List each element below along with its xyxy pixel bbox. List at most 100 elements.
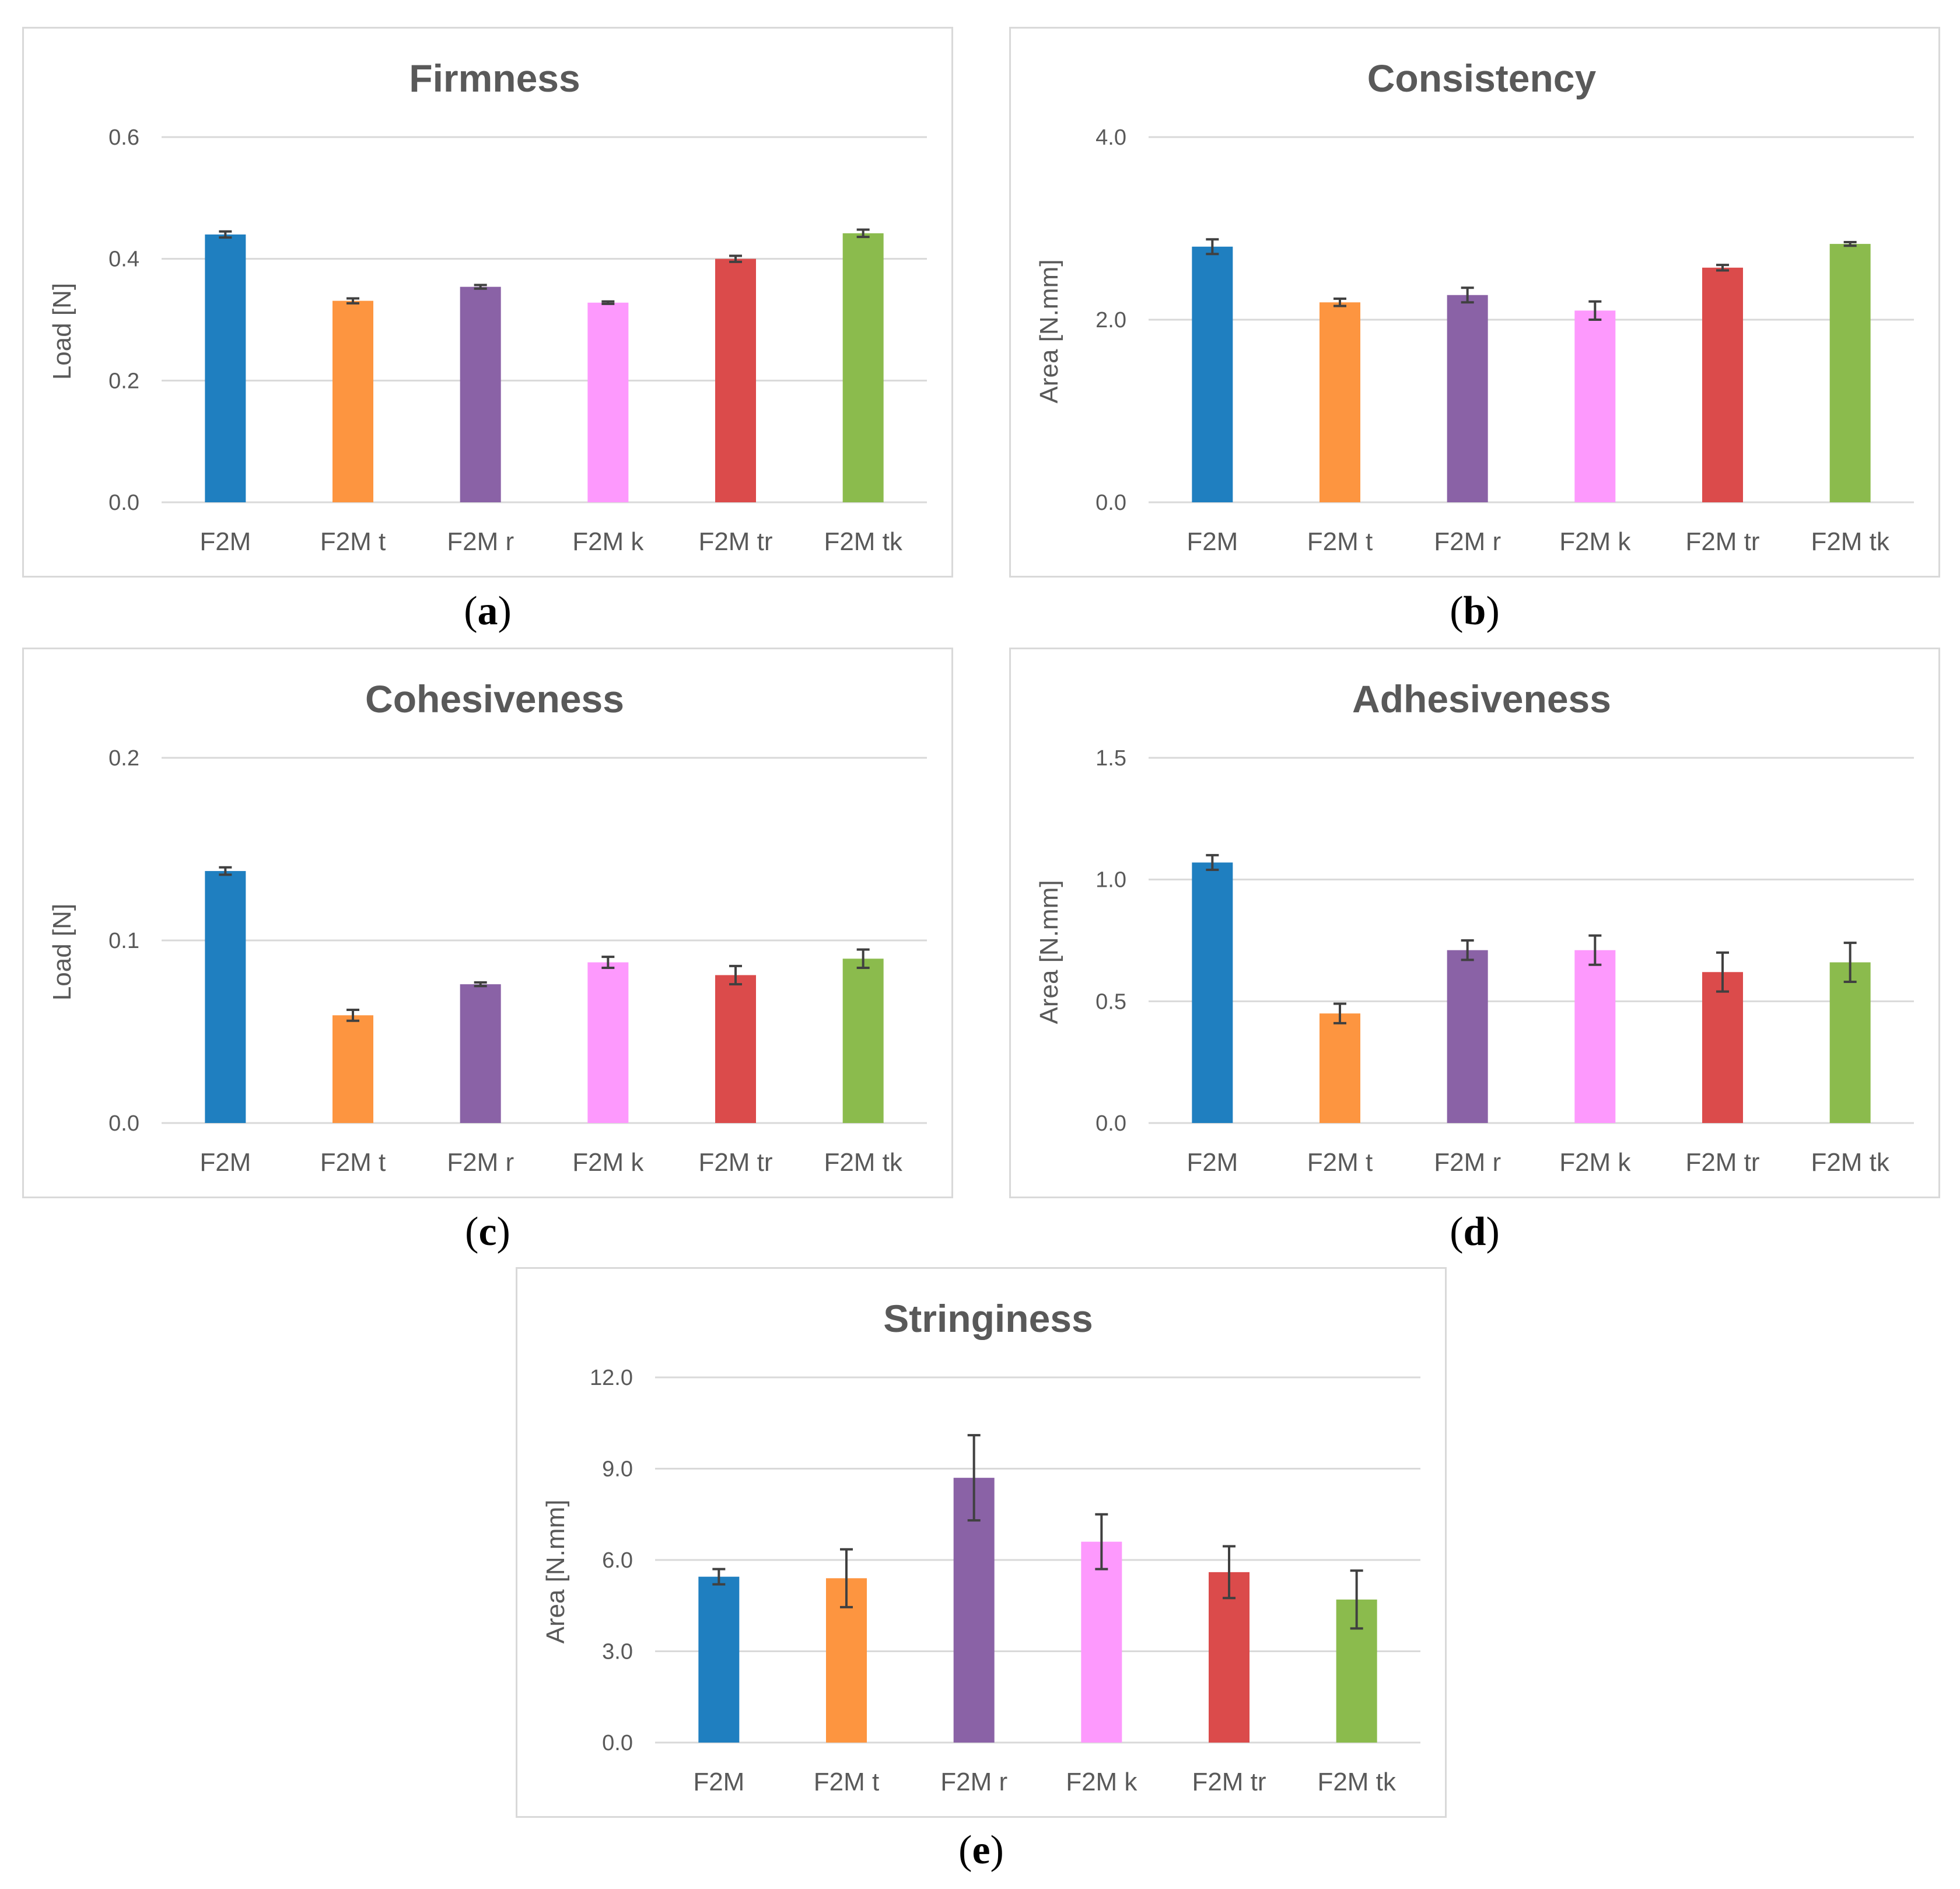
x-category-label: F2M tr (1685, 1148, 1759, 1177)
y-tick-label: 0.1 (108, 929, 139, 953)
error-bar (346, 297, 359, 305)
error-bar (1716, 264, 1729, 272)
x-category-label: F2M tk (824, 1148, 902, 1177)
x-category-label: F2M k (1066, 1768, 1138, 1796)
bar-f2m-t (332, 300, 373, 502)
error-bar (1843, 240, 1857, 247)
x-category-label: F2M tk (1811, 527, 1889, 556)
error-bar (1716, 951, 1729, 993)
bar-f2m-tk (842, 959, 884, 1123)
x-category-label: F2M t (1307, 527, 1373, 556)
chart-svg: Adhesiveness Area [N.mm] 0.0 0.5 1.0 1.5 F2M F2… (1035, 677, 1914, 1177)
bar-f2m-k (1574, 950, 1616, 1123)
chart-panel-adhesiveness: Adhesiveness Area [N.mm] 0.0 0.5 1.0 1.5 F2M F2… (1009, 648, 1940, 1198)
bar-f2m-tr (715, 258, 756, 502)
bar-f2m-tr (1702, 972, 1743, 1123)
x-category-label: F2M tr (698, 1148, 772, 1177)
y-tick-label: 0.5 (1096, 989, 1126, 1014)
y-axis-label: Load [N] (48, 283, 76, 380)
error-bar (1588, 300, 1602, 321)
bar-f2m-k (587, 962, 629, 1123)
x-category-label: F2M t (320, 527, 386, 556)
x-category-label: F2M t (1307, 1148, 1373, 1177)
bar-f2m-tr (715, 975, 756, 1123)
y-tick-label: 9.0 (602, 1457, 633, 1482)
x-category-label: F2M t (320, 1148, 386, 1177)
bar-f2m-r (460, 984, 501, 1123)
y-tick-label: 1.0 (1096, 868, 1126, 893)
error-bar (346, 1008, 359, 1022)
chart-title: Firmness (409, 57, 580, 100)
error-bar (840, 1548, 853, 1608)
y-tick-label: 0.0 (108, 491, 139, 515)
error-bar (219, 866, 232, 876)
bar-f2m-r (460, 286, 501, 502)
error-bar (474, 284, 487, 290)
chart-svg: Cohesiveness Load [N] 0.0 0.1 0.2 F2M F2M t F2M… (48, 677, 927, 1177)
bar-f2m-k (1574, 310, 1616, 502)
chart-panel-firmness: Firmness Load [N] 0.0 0.2 0.4 0.6 F2M F2M t F2M … (22, 27, 953, 578)
bar-f2m (1192, 862, 1233, 1123)
y-tick-label: 2.0 (1096, 308, 1126, 333)
error-bar (601, 300, 615, 305)
chart-title: Cohesiveness (365, 677, 624, 720)
caption-b: (b) (1450, 589, 1500, 634)
x-category-label: F2M tk (1317, 1768, 1396, 1796)
chart-panel-stringiness: Stringiness Area [N.mm] 0.0 3.0 6.0 9.0 12.0 F2… (516, 1267, 1447, 1818)
bar-f2m-t (1320, 302, 1360, 502)
error-bar (729, 254, 742, 263)
error-bar (712, 1568, 726, 1586)
caption-e: (e) (958, 1828, 1004, 1873)
y-axis-label: Load [N] (48, 904, 76, 1001)
chart-svg: Stringiness Area [N.mm] 0.0 3.0 6.0 9.0 12.0 F2… (541, 1297, 1420, 1796)
x-category-label: F2M r (1434, 527, 1501, 556)
bar-f2m (205, 871, 246, 1123)
error-bar (1350, 1569, 1363, 1630)
caption-a: (a) (464, 589, 512, 634)
bar-f2m-t (332, 1015, 373, 1123)
y-tick-label: 0.0 (1096, 491, 1126, 515)
x-category-label: F2M k (572, 527, 644, 556)
error-bar (1843, 942, 1857, 983)
chart-title: Stringiness (883, 1297, 1093, 1340)
y-axis-label: Area [N.mm] (1035, 260, 1063, 404)
bar-f2m (698, 1576, 740, 1743)
x-category-label: F2M tr (1685, 527, 1759, 556)
error-bar (1206, 238, 1219, 256)
x-category-label: F2M r (447, 1148, 514, 1177)
x-category-label: F2M k (1559, 527, 1631, 556)
error-bar (601, 956, 615, 969)
bar-f2m-r (1447, 295, 1488, 502)
x-category-label: F2M r (1434, 1148, 1501, 1177)
error-bar (1461, 939, 1474, 961)
y-tick-label: 4.0 (1096, 125, 1126, 150)
error-bar (474, 981, 487, 988)
y-tick-label: 6.0 (602, 1548, 633, 1573)
bar-f2m-tr (1209, 1572, 1250, 1743)
y-tick-label: 0.4 (108, 247, 139, 272)
y-axis-label: Area [N.mm] (1035, 880, 1063, 1024)
y-tick-label: 0.0 (602, 1731, 633, 1755)
x-category-label: F2M r (940, 1768, 1007, 1796)
error-bar (1461, 286, 1474, 304)
bar-f2m-tk (1829, 244, 1871, 502)
x-category-label: F2M k (572, 1148, 644, 1177)
chart-title: Consistency (1367, 57, 1597, 100)
error-bar (1588, 934, 1602, 966)
y-tick-label: 0.0 (1096, 1111, 1126, 1136)
y-tick-label: 1.5 (1096, 746, 1126, 771)
x-category-label: F2M (1186, 527, 1238, 556)
error-bar (1206, 853, 1219, 871)
x-category-label: F2M tr (1192, 1768, 1266, 1796)
caption-c: (c) (465, 1209, 510, 1254)
y-tick-label: 0.2 (108, 746, 139, 771)
x-category-label: F2M (200, 527, 251, 556)
y-tick-label: 0.2 (108, 369, 139, 393)
chart-panel-cohesiveness: Cohesiveness Load [N] 0.0 0.1 0.2 F2M F2M t F2M… (22, 648, 953, 1198)
y-tick-label: 0.0 (108, 1111, 139, 1136)
x-category-label: F2M tr (698, 527, 772, 556)
error-bar (856, 228, 870, 239)
error-bar (729, 964, 742, 986)
x-category-label: F2M (200, 1148, 251, 1177)
bar-f2m-tr (1702, 267, 1743, 502)
